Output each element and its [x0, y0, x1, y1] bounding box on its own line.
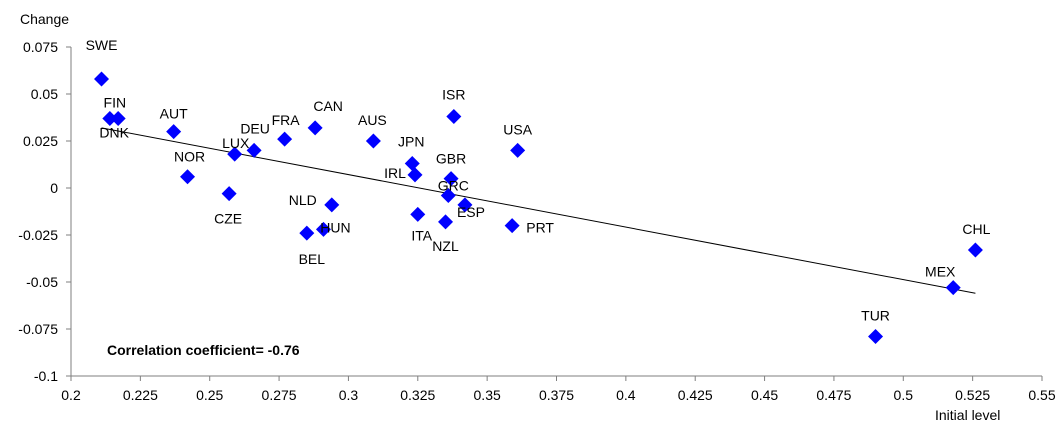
point-label-lux: LUX: [222, 135, 250, 151]
data-point-deu: [246, 142, 262, 158]
point-label-cze: CZE: [214, 211, 242, 227]
point-label-tur: TUR: [861, 308, 890, 324]
data-point-bel: [299, 225, 315, 241]
point-label-fra: FRA: [272, 112, 301, 128]
point-label-aut: AUT: [160, 106, 188, 122]
x-tick-label: 0.225: [123, 387, 158, 403]
point-label-can: CAN: [313, 98, 343, 114]
point-label-usa: USA: [503, 121, 532, 137]
y-tick-label: 0.025: [23, 133, 58, 149]
x-tick-label: 0.35: [474, 387, 501, 403]
data-point-gbr: [443, 171, 459, 187]
x-tick-label: 0.55: [1028, 387, 1055, 403]
data-point-usa: [510, 142, 526, 158]
data-point-aus: [365, 133, 381, 149]
point-label-mex: MEX: [925, 264, 956, 280]
data-point-fra: [277, 131, 293, 147]
point-label-hun: HUN: [320, 219, 350, 235]
point-label-bel: BEL: [299, 251, 326, 267]
data-point-nzl: [438, 214, 454, 230]
data-point-esp: [457, 197, 473, 213]
data-point-aut: [166, 124, 182, 140]
x-tick-label: 0.425: [678, 387, 713, 403]
x-tick-label: 0.525: [955, 387, 990, 403]
point-label-nor: NOR: [174, 149, 205, 165]
y-tick-label: -0.05: [26, 274, 58, 290]
y-axis-title: Change: [20, 11, 69, 27]
axis-ticks: 0.2 0.225 0.25 0.275 0.3 0.325 0.35 0.375 0.4 0.4…: [18, 39, 1056, 403]
point-label-nzl: NZL: [432, 238, 459, 254]
data-point-can: [307, 120, 323, 136]
data-point-tur: [868, 329, 884, 345]
x-axis-title: Initial level: [935, 407, 1000, 423]
data-point-fin: [102, 110, 118, 126]
data-point-jpn: [404, 156, 420, 172]
point-label-dnk: DNK: [99, 124, 129, 140]
y-tick-label: -0.075: [18, 321, 58, 337]
point-label-nld: NLD: [289, 192, 317, 208]
data-point-ita: [410, 206, 426, 222]
x-tick-label: 0.2: [61, 387, 81, 403]
x-tick-label: 0.5: [894, 387, 914, 403]
x-tick-label: 0.325: [400, 387, 435, 403]
trendline: [101, 127, 976, 294]
x-tick-label: 0.4: [616, 387, 636, 403]
x-tick-label: 0.3: [339, 387, 359, 403]
y-tick-label: -0.1: [34, 368, 58, 384]
point-label-jpn: JPN: [398, 134, 424, 150]
data-point-isr: [446, 109, 462, 125]
point-label-irl: IRL: [384, 165, 406, 181]
correlation-annotation: Correlation coefficient= -0.76: [107, 342, 300, 358]
y-tick-label: 0: [50, 180, 58, 196]
point-label-esp: ESP: [457, 204, 485, 220]
data-point-dnk: [110, 110, 126, 126]
point-label-isr: ISR: [442, 87, 465, 103]
point-label-gbr: GBR: [436, 151, 466, 167]
data-point-nld: [324, 197, 340, 213]
data-point-irl: [407, 167, 423, 183]
y-tick-label: 0.075: [23, 39, 58, 55]
data-point-swe: [94, 71, 110, 87]
data-point-lux: [227, 146, 243, 162]
point-label-deu: DEU: [240, 120, 270, 136]
point-label-prt: PRT: [526, 220, 554, 236]
x-tick-label: 0.45: [751, 387, 778, 403]
x-tick-label: 0.375: [539, 387, 574, 403]
data-point-hun: [315, 221, 331, 237]
data-point-cze: [221, 186, 237, 202]
y-tick-label: -0.025: [18, 227, 58, 243]
x-tick-label: 0.275: [262, 387, 297, 403]
point-label-chl: CHL: [962, 221, 990, 237]
point-label-aus: AUS: [358, 112, 387, 128]
point-label-fin: FIN: [104, 94, 127, 110]
data-points: [94, 71, 983, 345]
data-point-chl: [967, 242, 983, 258]
x-tick-label: 0.25: [196, 387, 223, 403]
point-label-ita: ITA: [411, 227, 432, 243]
data-point-mex: [945, 280, 961, 296]
point-label-swe: SWE: [86, 37, 118, 53]
point-label-grc: GRC: [438, 178, 469, 194]
x-tick-label: 0.475: [816, 387, 851, 403]
y-tick-label: 0.05: [31, 86, 58, 102]
data-point-prt: [504, 218, 520, 234]
data-point-grc: [440, 188, 456, 204]
data-point-nor: [180, 169, 196, 185]
